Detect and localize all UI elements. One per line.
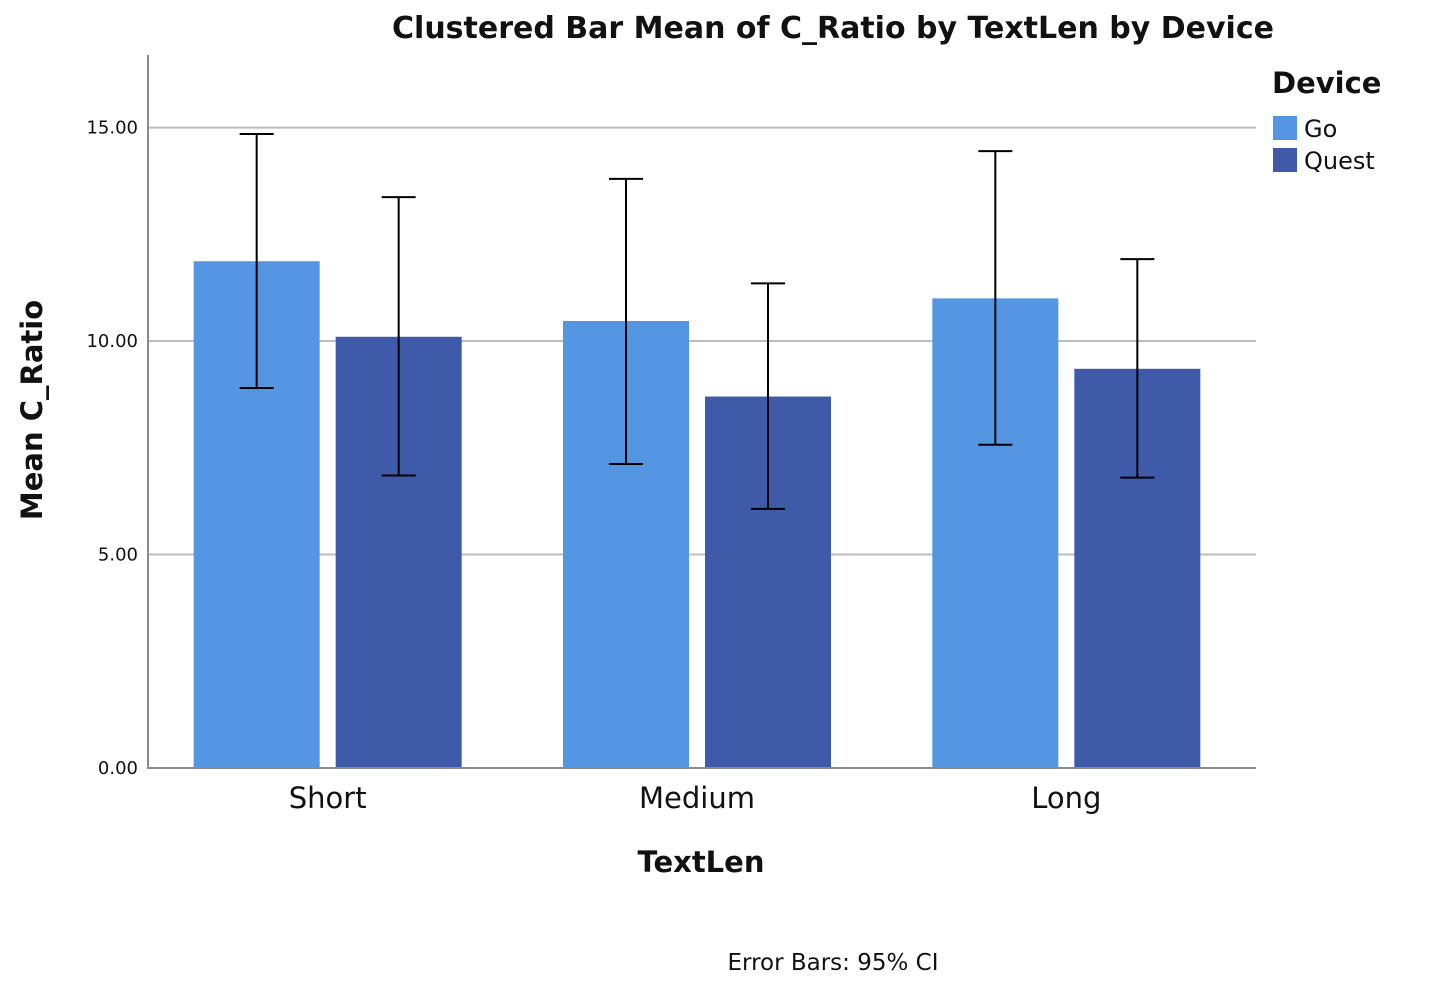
bars (193, 261, 1201, 768)
x-tick-label: Long (1031, 781, 1101, 815)
y-axis-label: Mean C_Ratio (15, 300, 49, 520)
error-bars (239, 132, 1155, 510)
legend-swatch (1273, 116, 1297, 140)
legend-swatch (1273, 148, 1297, 172)
x-tick-label: Medium (639, 781, 755, 815)
y-tick-label: 15.00 (86, 118, 138, 139)
y-tick-label: 0.00 (98, 758, 138, 779)
chart-title: Clustered Bar Mean of C_Ratio by TextLen… (392, 11, 1274, 46)
x-tick-labels: Short Medium Long (289, 781, 1102, 815)
error-bar-go-medium (609, 177, 643, 466)
legend-item-quest: Quest (1273, 147, 1375, 175)
error-bar-quest-short (381, 196, 416, 477)
error-bar-go-short (239, 132, 274, 390)
legend-item-go: Go (1273, 115, 1337, 143)
error-bar-quest-long (1120, 258, 1155, 479)
x-tick-label: Short (289, 781, 367, 815)
error-bar-go-long (978, 150, 1013, 446)
y-tick-labels: 0.00 5.00 10.00 15.00 (86, 118, 138, 779)
gridlines (148, 126, 1256, 556)
legend: Device Go Quest (1272, 66, 1381, 175)
legend-label: Go (1304, 115, 1337, 143)
legend-label: Quest (1304, 147, 1375, 175)
y-tick-label: 5.00 (98, 545, 138, 566)
axes (147, 55, 1256, 769)
y-tick-label: 10.00 (86, 331, 138, 352)
x-axis-label: TextLen (638, 845, 765, 879)
error-bars-footnote: Error Bars: 95% CI (727, 950, 938, 976)
legend-title: Device (1272, 66, 1381, 100)
error-bar-quest-medium (751, 282, 785, 510)
